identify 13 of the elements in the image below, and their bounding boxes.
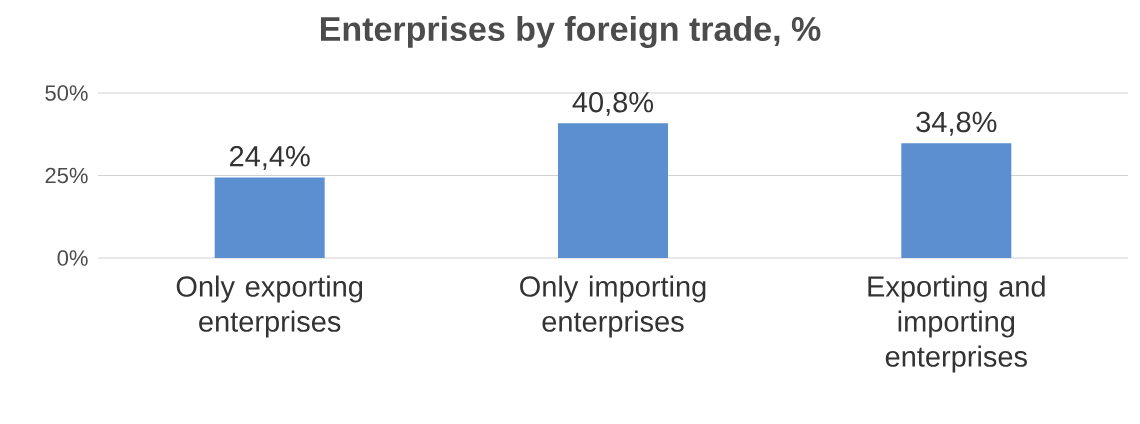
data-label: 34,8%: [916, 111, 997, 136]
chart-title: Enterprises by foreign trade, %: [320, 16, 821, 48]
x-tick-label: Only exporting enterprises: [176, 275, 363, 338]
y-tick-label: 50%: [45, 85, 88, 101]
y-tick-label: 25%: [45, 167, 88, 184]
x-tick-label: Exporting and importing enterprises: [868, 275, 1045, 373]
x-tick-label: Only importing enterprises: [520, 275, 706, 338]
bar: [214, 177, 325, 258]
data-label: 40,8%: [572, 91, 654, 116]
bar: [557, 123, 668, 258]
data-label: 24,4%: [230, 145, 310, 170]
bar: [901, 143, 1012, 258]
y-tick-label: 0%: [57, 250, 88, 266]
